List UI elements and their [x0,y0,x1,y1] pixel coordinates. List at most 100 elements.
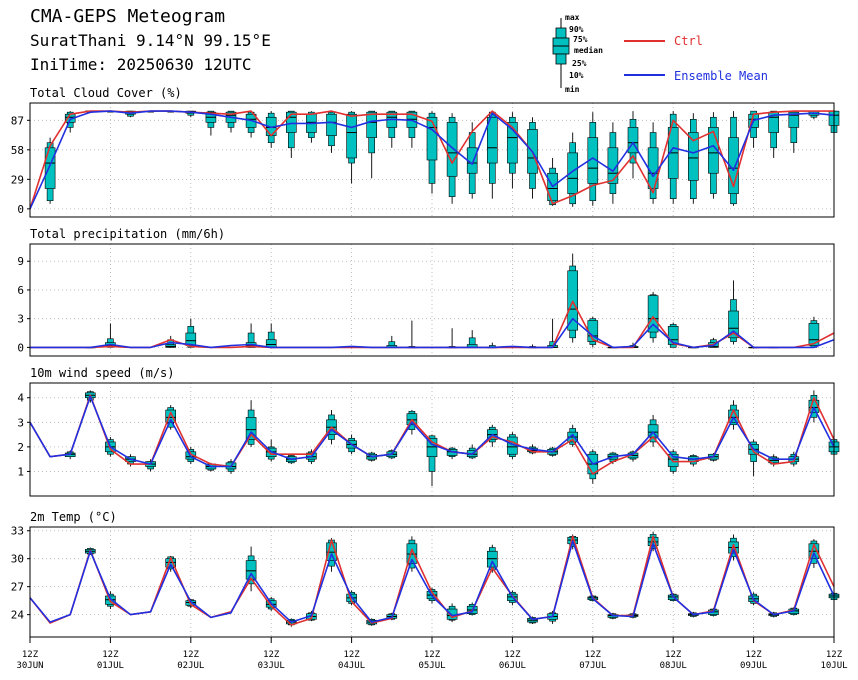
ensemble-box [486,111,498,199]
y-tick-label: 1 [17,465,24,478]
ensemble-box [265,111,277,148]
ensemble-box [466,330,478,348]
box-p25-p75 [446,122,458,177]
ensemble-box [507,112,518,189]
ensemble-box [667,111,679,204]
ensemble-box [185,318,197,348]
box-p25-p75 [245,560,257,580]
box-p25-p75 [486,116,498,164]
y-tick-label: 27 [11,581,24,594]
y-tick-label: 58 [11,144,24,157]
ensemble-box [326,111,337,153]
ensemble-mean-line [30,317,835,349]
legend-median-label: median [574,45,603,55]
ensemble-box [426,111,438,194]
ensemble-box [406,536,418,572]
x-tick-date-label: 07JUL [579,661,606,671]
x-tick-time-label: 12Z [102,650,119,660]
x-tick-time-label: 12Z [665,650,682,660]
y-tick-label: 9 [17,255,24,268]
legend-min-label: min [565,84,580,94]
y-tick-label: 33 [11,525,24,538]
x-tick-time-label: 12Z [504,650,521,660]
y-tick-label: 4 [17,392,24,405]
ensemble-box [527,616,538,624]
y-tick-label: 6 [17,284,24,297]
y-tick-label: 3 [17,313,24,326]
box-p25-p75 [687,132,699,181]
ensemble-box [386,110,398,148]
ctrl-line [29,394,835,475]
ensemble-box [587,112,599,206]
ensemble-box [426,434,438,487]
x-axis: 12Z30JUN12Z01JUL12Z02JUL12Z03JUL12Z04JUL… [16,637,848,671]
ensemble-box [788,110,800,153]
init-time-label: IniTime: 20250630 12UTC [30,55,252,74]
x-tick-date-label: 06JUL [499,661,526,671]
temperature-title: 2m Temp (°C) [30,510,117,524]
x-tick-date-label: 02JUL [177,661,204,671]
y-tick-label: 29 [11,173,24,186]
box-p25-p75 [567,270,579,331]
x-tick-time-label: 12Z [22,650,39,660]
ensemble-box [306,111,317,143]
x-tick-date-label: 05JUL [418,661,445,671]
precipitation-frame [29,243,835,357]
temperature-panel: 2m Temp (°C) 24 27 30 33 [11,510,840,638]
box-p25-p75 [165,409,176,423]
box-p25-p75 [708,127,719,174]
ensemble-box [728,534,739,561]
ensemble-box [567,132,579,207]
ensemble-box [265,323,277,348]
ensemble-box [708,112,719,199]
legend-p75-label: 75% [573,35,588,44]
box-p25-p75 [346,113,357,159]
legend-mean-label: Ensemble Mean [674,69,768,83]
cloud-cover-title: Total Cloud Cover (%) [30,86,182,100]
x-tick-date-label: 04JUL [338,661,365,671]
y-tick-label: 2 [17,441,24,454]
box-p25-p75 [426,116,438,161]
box-p25-p75 [285,111,297,133]
x-tick-date-label: 09JUL [740,661,767,671]
ensemble-box [406,320,418,349]
ensemble-mean-line [29,395,835,468]
box-p25-p75 [567,152,579,194]
cloud-cover-panel: Total Cloud Cover (%) 0 29 58 87 [11,86,840,218]
legend-ctrl-label: Ctrl [674,34,703,48]
box-p25-p75 [808,323,820,346]
box-legend: max 90% 75% median 25% 10% min [552,13,603,94]
y-tick-label: 0 [17,203,24,216]
ensemble-box [346,111,357,184]
box-p25-p75 [326,113,337,136]
y-tick-label: 0 [17,341,24,354]
ensemble-box [627,111,639,179]
box-p25-p75 [426,437,438,457]
ensemble-box [567,253,579,343]
legend-p25-label: 25% [572,59,587,68]
ensemble-box [145,459,156,472]
line-legend: Ctrl Ensemble Mean [624,34,768,83]
precipitation-panel: Total precipitation (mm/6h) 0 3 6 9 [17,227,835,357]
x-tick-date-label: 01JUL [97,661,124,671]
box-p25-p75 [607,147,619,184]
ensemble-box [406,110,418,148]
x-tick-date-label: 08JUL [660,661,687,671]
ensemble-box [728,280,739,345]
box-p25-p75 [185,332,197,346]
x-tick-time-label: 12Z [585,650,602,660]
y-tick-label: 87 [11,114,24,127]
y-tick-label: 24 [11,609,25,622]
x-tick-time-label: 12Z [424,650,441,660]
box-p25-p75 [788,111,800,128]
x-tick-time-label: 12Z [183,650,200,660]
legend-max-label: max [565,13,580,22]
ensemble-box [245,400,257,447]
box-p25-p75 [245,417,257,440]
legend-p90-label: 90% [569,25,584,34]
ensemble-box [768,110,780,158]
box-p25-p75 [366,111,378,138]
x-tick-time-label: 12Z [745,650,762,660]
box-p25-p75 [647,295,659,333]
